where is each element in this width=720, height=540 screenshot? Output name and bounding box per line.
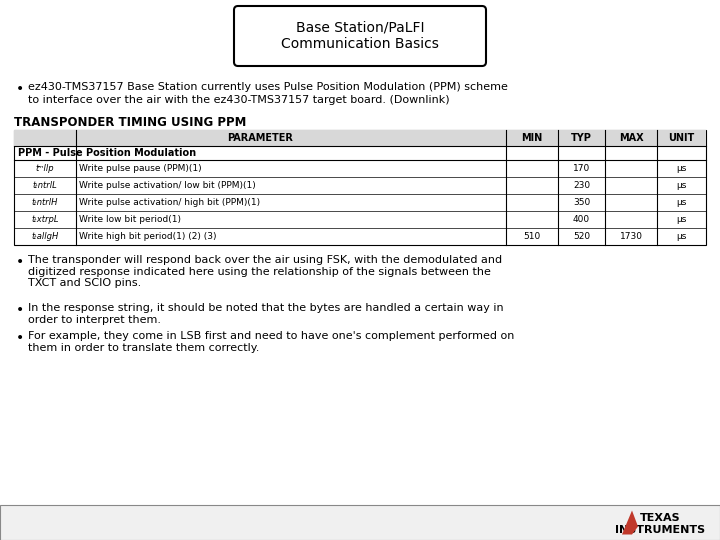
Text: tₜntrlH: tₜntrlH	[32, 198, 58, 207]
Text: µs: µs	[676, 181, 687, 190]
Text: In the response string, it should be noted that the bytes are handled a certain : In the response string, it should be not…	[28, 303, 503, 325]
Text: •: •	[16, 255, 24, 269]
Text: 520: 520	[573, 232, 590, 241]
Text: MAX: MAX	[618, 133, 643, 143]
Text: 1730: 1730	[619, 232, 642, 241]
Text: µs: µs	[676, 164, 687, 173]
Text: tᵐllp: tᵐllp	[36, 164, 54, 173]
Text: µs: µs	[676, 198, 687, 207]
Text: 350: 350	[573, 198, 590, 207]
Polygon shape	[622, 510, 638, 535]
Text: Write high bit period(1) (2) (3): Write high bit period(1) (2) (3)	[79, 232, 217, 241]
Bar	[14, 130, 706, 146]
Bar	[0, 505, 720, 540]
Text: TRANSPONDER TIMING USING PPM: TRANSPONDER TIMING USING PPM	[14, 116, 246, 129]
Text: •: •	[16, 82, 24, 96]
Text: Base Station/PaLFI
Communication Basics: Base Station/PaLFI Communication Basics	[281, 21, 439, 51]
Text: 170: 170	[573, 164, 590, 173]
Text: 230: 230	[573, 181, 590, 190]
Text: tₜxtrpL: tₜxtrpL	[31, 215, 59, 224]
Text: Write pulse activation/ low bit (PPM)(1): Write pulse activation/ low bit (PPM)(1)	[79, 181, 256, 190]
Bar	[14, 130, 706, 245]
Text: For example, they come in LSB first and need to have one's complement performed : For example, they come in LSB first and …	[28, 331, 514, 353]
Text: MIN: MIN	[521, 133, 543, 143]
Text: tₜntrlL: tₜntrlL	[32, 181, 58, 190]
Text: PPM - Pulse Position Modulation: PPM - Pulse Position Modulation	[18, 148, 196, 158]
Text: 400: 400	[573, 215, 590, 224]
Text: Write low bit period(1): Write low bit period(1)	[79, 215, 181, 224]
Text: TEXAS: TEXAS	[639, 513, 680, 523]
Text: ez430-TMS37157 Base Station currently uses Pulse Position Modulation (PPM) schem: ez430-TMS37157 Base Station currently us…	[28, 82, 508, 92]
Text: Write pulse activation/ high bit (PPM)(1): Write pulse activation/ high bit (PPM)(1…	[79, 198, 260, 207]
Text: tₜallgH: tₜallgH	[32, 232, 58, 241]
Text: µs: µs	[676, 232, 687, 241]
Text: INSTRUMENTS: INSTRUMENTS	[615, 525, 705, 535]
Text: PARAMETER: PARAMETER	[227, 133, 293, 143]
Text: UNIT: UNIT	[668, 133, 695, 143]
Text: The transponder will respond back over the air using FSK, with the demodulated a: The transponder will respond back over t…	[28, 255, 502, 288]
Text: 510: 510	[523, 232, 541, 241]
Text: •: •	[16, 331, 24, 345]
Text: TYP: TYP	[571, 133, 592, 143]
Text: Write pulse pause (PPM)(1): Write pulse pause (PPM)(1)	[79, 164, 202, 173]
Text: to interface over the air with the ez430-TMS37157 target board. (Downlink): to interface over the air with the ez430…	[28, 95, 449, 105]
Text: •: •	[16, 303, 24, 317]
FancyBboxPatch shape	[234, 6, 486, 66]
Text: µs: µs	[676, 215, 687, 224]
